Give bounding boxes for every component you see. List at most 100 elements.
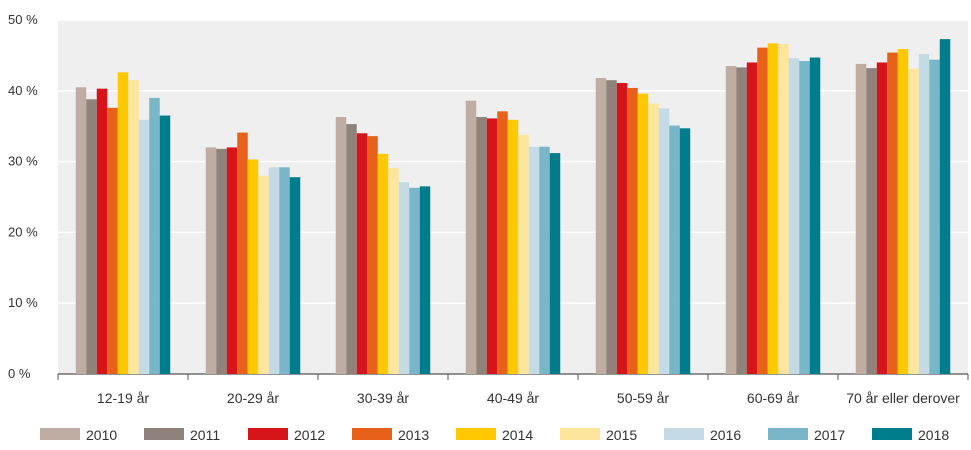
bar-2018-1: [289, 177, 301, 374]
bar-2012-4: [616, 83, 628, 374]
bar-2015-2: [388, 167, 399, 374]
bar-2011-6: [866, 68, 877, 374]
bar-2014-5: [767, 43, 779, 375]
bar-2016-0: [138, 119, 150, 374]
bar-2013-3: [497, 111, 508, 374]
bar-2016-3: [528, 146, 540, 374]
bar-2016-1: [268, 167, 280, 374]
bar-2010-0: [75, 87, 87, 374]
legend-item-2012: 2012: [248, 427, 325, 443]
bar-2013-5: [757, 47, 768, 375]
y-tick-label: 20 %: [8, 224, 38, 239]
bar-2012-5: [746, 62, 758, 374]
bar-2017-4: [669, 125, 680, 375]
bar-2018-2: [419, 186, 431, 374]
bar-2012-1: [226, 147, 238, 374]
bar-2018-4: [679, 128, 691, 374]
bar-2015-4: [648, 103, 659, 374]
bar-2013-4: [627, 87, 638, 374]
bar-2011-0: [86, 99, 97, 375]
legend-swatch: [768, 428, 808, 440]
bar-2012-3: [486, 118, 498, 374]
bar-2012-6: [876, 62, 888, 374]
bar-2017-3: [539, 146, 550, 374]
bar-2010-5: [725, 66, 737, 375]
bar-2013-2: [367, 136, 378, 374]
legend-item-2015: 2015: [560, 427, 637, 443]
bar-2018-6: [939, 39, 951, 375]
legend-label: 2018: [918, 427, 949, 443]
bar-2017-6: [929, 59, 940, 375]
legend-label: 2011: [190, 427, 220, 443]
y-tick-label: 10 %: [8, 295, 38, 310]
legend-label: 2016: [710, 427, 741, 443]
x-tick-label: 60-69 år: [747, 390, 799, 406]
bar-2017-0: [149, 97, 160, 374]
bar-2014-6: [897, 49, 909, 374]
bar-2014-1: [247, 159, 259, 374]
bar-2011-1: [216, 148, 227, 374]
bar-2015-0: [128, 80, 139, 375]
legend-label: 2014: [502, 427, 533, 443]
bar-2018-0: [159, 115, 171, 374]
bar-2012-2: [356, 133, 368, 374]
bar-2017-5: [799, 61, 810, 375]
y-tick-label: 40 %: [8, 83, 38, 98]
legend-item-2010: 2010: [40, 427, 117, 443]
bar-2017-1: [279, 167, 290, 374]
bar-2010-2: [335, 117, 347, 374]
bar-2011-2: [346, 124, 357, 374]
x-tick-label: 50-59 år: [617, 390, 669, 406]
legend-swatch: [456, 428, 496, 440]
bar-2015-3: [518, 134, 529, 374]
legend-item-2013: 2013: [352, 427, 429, 443]
legend-label: 2015: [606, 427, 637, 443]
bar-2010-4: [595, 78, 607, 374]
bar-2017-2: [409, 187, 420, 374]
bar-2014-3: [507, 119, 519, 374]
bar-2010-1: [205, 147, 217, 374]
bar-2014-0: [117, 72, 129, 374]
bar-2015-1: [258, 175, 269, 374]
legend-item-2014: 2014: [456, 427, 533, 443]
bar-2016-4: [658, 108, 670, 374]
legend-item-2017: 2017: [768, 427, 845, 443]
bar-2013-1: [237, 132, 248, 374]
bar-2011-3: [476, 117, 487, 374]
x-tick-label: 70 år eller derover: [846, 390, 960, 406]
y-tick-label: 50 %: [8, 12, 38, 27]
bar-2012-0: [96, 88, 108, 375]
bar-2010-6: [855, 63, 867, 375]
legend-swatch: [248, 428, 288, 440]
legend: 2010 2011 2012 2013 2014 2015 2016 2017 2018: [40, 427, 949, 443]
legend-swatch: [144, 428, 184, 440]
legend-label: 2013: [398, 427, 429, 443]
bar-2013-0: [107, 107, 118, 374]
x-tick-label: 40-49 år: [487, 390, 539, 406]
legend-swatch: [352, 428, 392, 440]
bar-2015-5: [778, 44, 789, 374]
legend-item-2018: 2018: [872, 427, 949, 443]
legend-swatch: [872, 428, 912, 440]
bar-2016-2: [398, 182, 410, 374]
legend-label: 2017: [814, 427, 845, 443]
x-tick-label: 20-29 år: [227, 390, 279, 406]
legend-item-2016: 2016: [664, 427, 741, 443]
y-tick-label: 0 %: [8, 366, 31, 381]
bar-2018-5: [809, 57, 821, 375]
x-tick-label: 12-19 år: [97, 390, 149, 406]
bars: [75, 39, 951, 375]
legend-item-2011: 2011: [144, 427, 220, 443]
bar-2014-4: [637, 93, 649, 374]
x-axis: 12-19 år 20-29 år 30-39 år 40-49 år 50-59 år…: [57, 374, 969, 406]
bar-2015-6: [908, 68, 919, 374]
y-axis: 0 % 10 % 20 % 30 % 40 % 50 %: [8, 12, 38, 381]
bar-2016-5: [788, 58, 800, 374]
bar-2013-6: [887, 52, 898, 374]
legend-label: 2010: [86, 427, 117, 443]
legend-label: 2012: [294, 427, 325, 443]
bar-2011-5: [736, 67, 747, 374]
legend-swatch: [40, 428, 80, 440]
